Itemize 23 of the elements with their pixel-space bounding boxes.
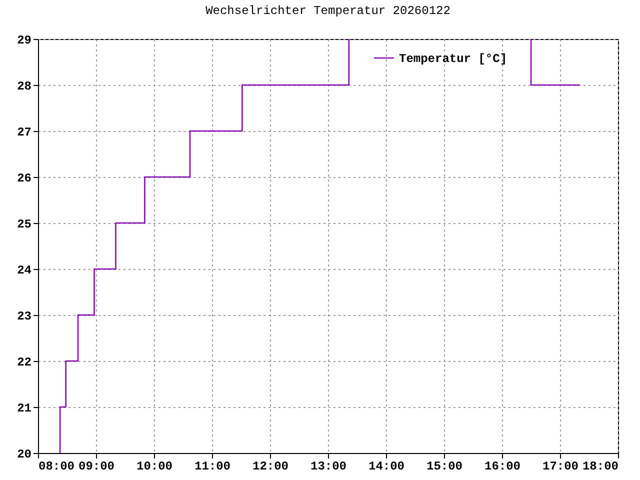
y-tick-label: 26 [17, 172, 32, 186]
y-tick-label: 27 [17, 126, 32, 140]
y-tick-label: 29 [17, 34, 32, 48]
y-tick-label: 24 [17, 264, 32, 278]
x-tick-label: 10:00 [136, 460, 173, 474]
x-tick-label: 09:00 [78, 460, 115, 474]
legend-label: Temperatur [°C] [399, 52, 508, 66]
y-tick-label: 25 [17, 218, 32, 232]
x-tick-label: 08:00 [38, 460, 75, 474]
y-tick-label: 22 [17, 356, 32, 370]
y-tick-label: 20 [17, 448, 32, 462]
x-tick-label: 11:00 [194, 460, 231, 474]
x-tick-label: 14:00 [368, 460, 405, 474]
x-tick-label: 18:00 [582, 460, 618, 474]
x-tick-label: 13:00 [310, 460, 347, 474]
y-tick-label: 28 [17, 80, 32, 94]
y-tick-label: 21 [17, 402, 32, 416]
x-tick-label: 17:00 [542, 460, 579, 474]
chart-title: Wechselrichter Temperatur 20260122 [206, 4, 450, 18]
x-tick-label: 15:00 [426, 460, 463, 474]
x-tick-label: 12:00 [252, 460, 289, 474]
y-tick-label: 23 [17, 310, 32, 324]
x-tick-label: 16:00 [484, 460, 521, 474]
